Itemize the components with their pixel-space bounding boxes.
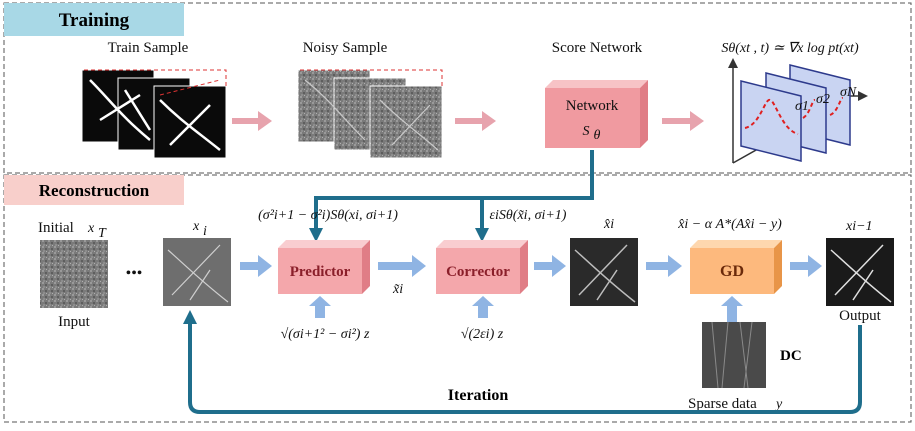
sparse-label: Sparse data [688, 396, 757, 412]
training-header [4, 3, 184, 36]
initial-label: Initial [38, 220, 74, 236]
x-tilde: x̃i [392, 282, 403, 297]
gd-term: x̂i − α A*(Ax̂i − y) [677, 217, 782, 232]
output-symbol: xi−1 [845, 219, 873, 234]
sparse-symbol: y [774, 397, 783, 412]
network-box-label: Network [566, 98, 619, 114]
sigma-label-2: σ2 [816, 92, 830, 107]
flow-arrow [790, 255, 822, 277]
dc-label: DC [780, 348, 802, 364]
predictor-noise-arrow [309, 296, 331, 318]
corrector-box [436, 240, 528, 294]
network-symbol-sub: θ [594, 128, 601, 143]
train-sample-label: Train Sample [108, 40, 189, 56]
iteration-loop-arrow [188, 322, 862, 414]
xi-symbol: x [192, 219, 200, 234]
initial-noise-image [40, 240, 108, 308]
reconstruction-title: Reconstruction [39, 181, 150, 200]
score-plot [728, 58, 868, 164]
sigma-label-n: σN [840, 85, 857, 100]
initial-symbol: x [87, 221, 95, 236]
xi-sub: i [203, 224, 207, 239]
network-box [545, 80, 648, 148]
gd-label: GD [720, 263, 744, 280]
noisy-sample-stack [297, 69, 443, 159]
predictor-label: Predictor [290, 264, 351, 280]
score-equation: Sθ(xt , t) ≃ ∇x log pt(xt) [721, 41, 859, 56]
ellipsis: ••• [126, 265, 143, 282]
input-label: Input [58, 314, 90, 330]
gd-box [690, 240, 782, 294]
output-label: Output [839, 308, 882, 324]
initial-sub: T [98, 226, 107, 241]
reconstruction-panel [3, 174, 912, 423]
sparse-data-image [702, 322, 766, 388]
flow-arrow [646, 255, 682, 277]
dc-arrow [721, 296, 743, 322]
x-hat: x̂i [603, 217, 614, 232]
train-sample-stack [81, 69, 227, 159]
training-title: Training [59, 10, 130, 31]
corrector-term: εiSθ(x̃i, σi+1) [490, 208, 567, 223]
flow-arrow [662, 111, 704, 131]
flow-arrow [240, 255, 272, 277]
flow-arrow [232, 111, 272, 131]
predictor-box [278, 240, 370, 294]
network-to-predictor-arrow [314, 150, 594, 232]
reconstruction-header [4, 175, 184, 205]
corrector-label: Corrector [446, 264, 510, 280]
predictor-noise: √(σi+1² − σi²) z [281, 327, 370, 342]
score-network-label: Score Network [552, 40, 643, 56]
sigma-label-1: σ1 [795, 99, 809, 114]
noisy-sample-label: Noisy Sample [303, 40, 388, 56]
flow-arrow [455, 111, 496, 131]
predictor-term: (σ²i+1 − σ²i)Sθ(xi, σi+1) [258, 208, 398, 223]
corrector-noise-arrow [472, 296, 494, 318]
training-panel [3, 2, 912, 174]
flow-arrow [378, 255, 426, 277]
corrector-noise: √(2εi) z [461, 327, 504, 342]
network-symbol: S [583, 124, 590, 139]
flow-arrow [534, 255, 566, 277]
iteration-label: Iteration [448, 387, 509, 404]
